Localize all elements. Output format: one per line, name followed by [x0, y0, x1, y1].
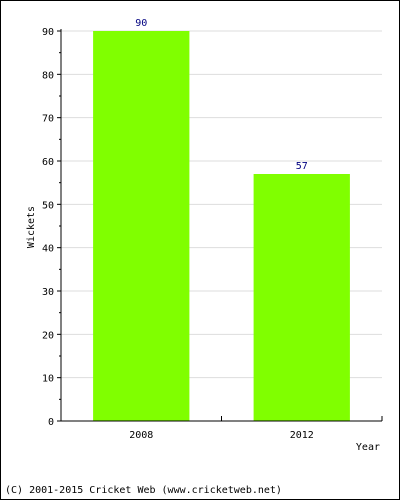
y-tick-label: 0: [48, 417, 54, 428]
labels: 0 10 20 30 40 50 60 70 80 90 90 2008 57 2012: [42, 18, 314, 441]
data-label: 90: [135, 18, 147, 29]
y-axis-title: Wickets: [26, 206, 37, 248]
y-tick-label: 30: [42, 287, 54, 298]
y-tick-label: 60: [42, 157, 54, 168]
y-tick-label: 10: [42, 374, 54, 385]
bar: [93, 31, 190, 421]
y-tick-label: 70: [42, 114, 54, 125]
y-tick-label: 50: [42, 200, 54, 211]
x-tick-label: 2008: [129, 430, 153, 441]
bar: [253, 174, 350, 421]
y-tick-label: 80: [42, 70, 54, 81]
y-tick-label: 20: [42, 330, 54, 341]
x-tick-label: 2012: [290, 430, 314, 441]
y-tick-label: 40: [42, 244, 54, 255]
copyright-footer: (C) 2001-2015 Cricket Web (www.cricketwe…: [5, 485, 282, 496]
x-axis-title: Year: [356, 442, 380, 453]
y-tick-label: 90: [42, 27, 54, 38]
axes: [57, 29, 383, 422]
bars: [93, 31, 350, 421]
data-label: 57: [296, 161, 308, 172]
